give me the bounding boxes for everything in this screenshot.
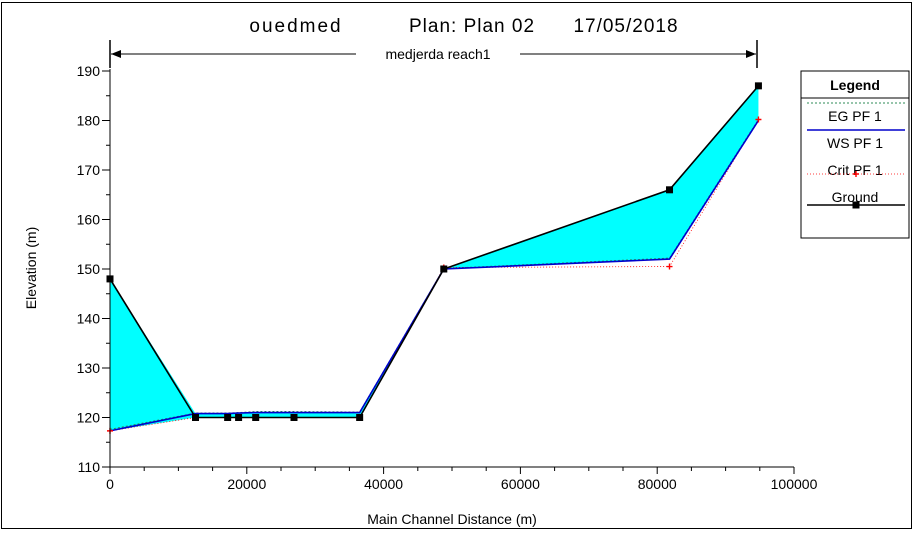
y-tick-label: 120 (77, 410, 101, 426)
y-tick-label: 180 (77, 113, 101, 129)
ground-marker (754, 82, 762, 90)
legend-label: WS PF 1 (827, 135, 883, 151)
legend-label: Crit PF 1 (827, 162, 882, 178)
x-tick-label: 60000 (501, 476, 540, 492)
y-axis-title: Elevation (m) (23, 227, 39, 309)
ground-marker (440, 265, 448, 273)
x-axis-title: Main Channel Distance (m) (367, 511, 537, 527)
y-tick-label: 150 (77, 261, 101, 277)
series-crit-line (109, 119, 759, 432)
legend-crit-marker (853, 171, 859, 177)
title-project: ouedmed (249, 16, 342, 37)
chart-border (1, 2, 912, 529)
ground-marker (252, 414, 260, 421)
y-tick-label: 170 (77, 162, 101, 178)
x-tick-label: 80000 (638, 476, 677, 492)
y-tick-label: 130 (77, 360, 101, 376)
legend-ground-marker (852, 201, 860, 209)
plot-area (106, 82, 762, 434)
water-fill-area (110, 85, 759, 431)
x-tick-label: 20000 (227, 476, 266, 492)
legend-box (800, 70, 910, 239)
y-tick-label: 190 (77, 63, 101, 79)
series-eg-line (109, 119, 759, 430)
legend-title: Legend (830, 77, 880, 93)
ground-marker (224, 414, 232, 421)
ground-marker (666, 186, 674, 194)
title-plan: Plan: Plan 02 (409, 16, 535, 37)
ground-marker (290, 414, 298, 421)
reach-span-arrow (109, 40, 758, 68)
series-ground-line (109, 85, 760, 419)
crit-marker (755, 116, 762, 123)
title-date: 17/05/2018 (573, 16, 678, 37)
legend-label: Ground (832, 189, 879, 205)
ground-marker (192, 414, 199, 421)
x-tick-label: 40000 (364, 476, 403, 492)
reach-label: medjerda reach1 (385, 46, 490, 62)
y-tick-label: 160 (77, 212, 101, 228)
x-tick-label: 0 (106, 476, 114, 492)
ground-marker (235, 414, 243, 421)
x-tick-label: 100000 (771, 476, 818, 492)
legend-label: EG PF 1 (828, 108, 882, 124)
legend: Legend EG PF 1 WS PF 1 Crit PF 1 Ground (800, 70, 910, 239)
y-tick-label: 110 (78, 459, 101, 475)
y-tick-label: 140 (77, 311, 101, 327)
crit-marker (666, 263, 673, 270)
axes: 110 120 130 140 150 160 170 180 190 0 20000 40000 60… (77, 63, 818, 492)
ground-marker (356, 414, 364, 421)
series-ws-line (109, 120, 760, 432)
